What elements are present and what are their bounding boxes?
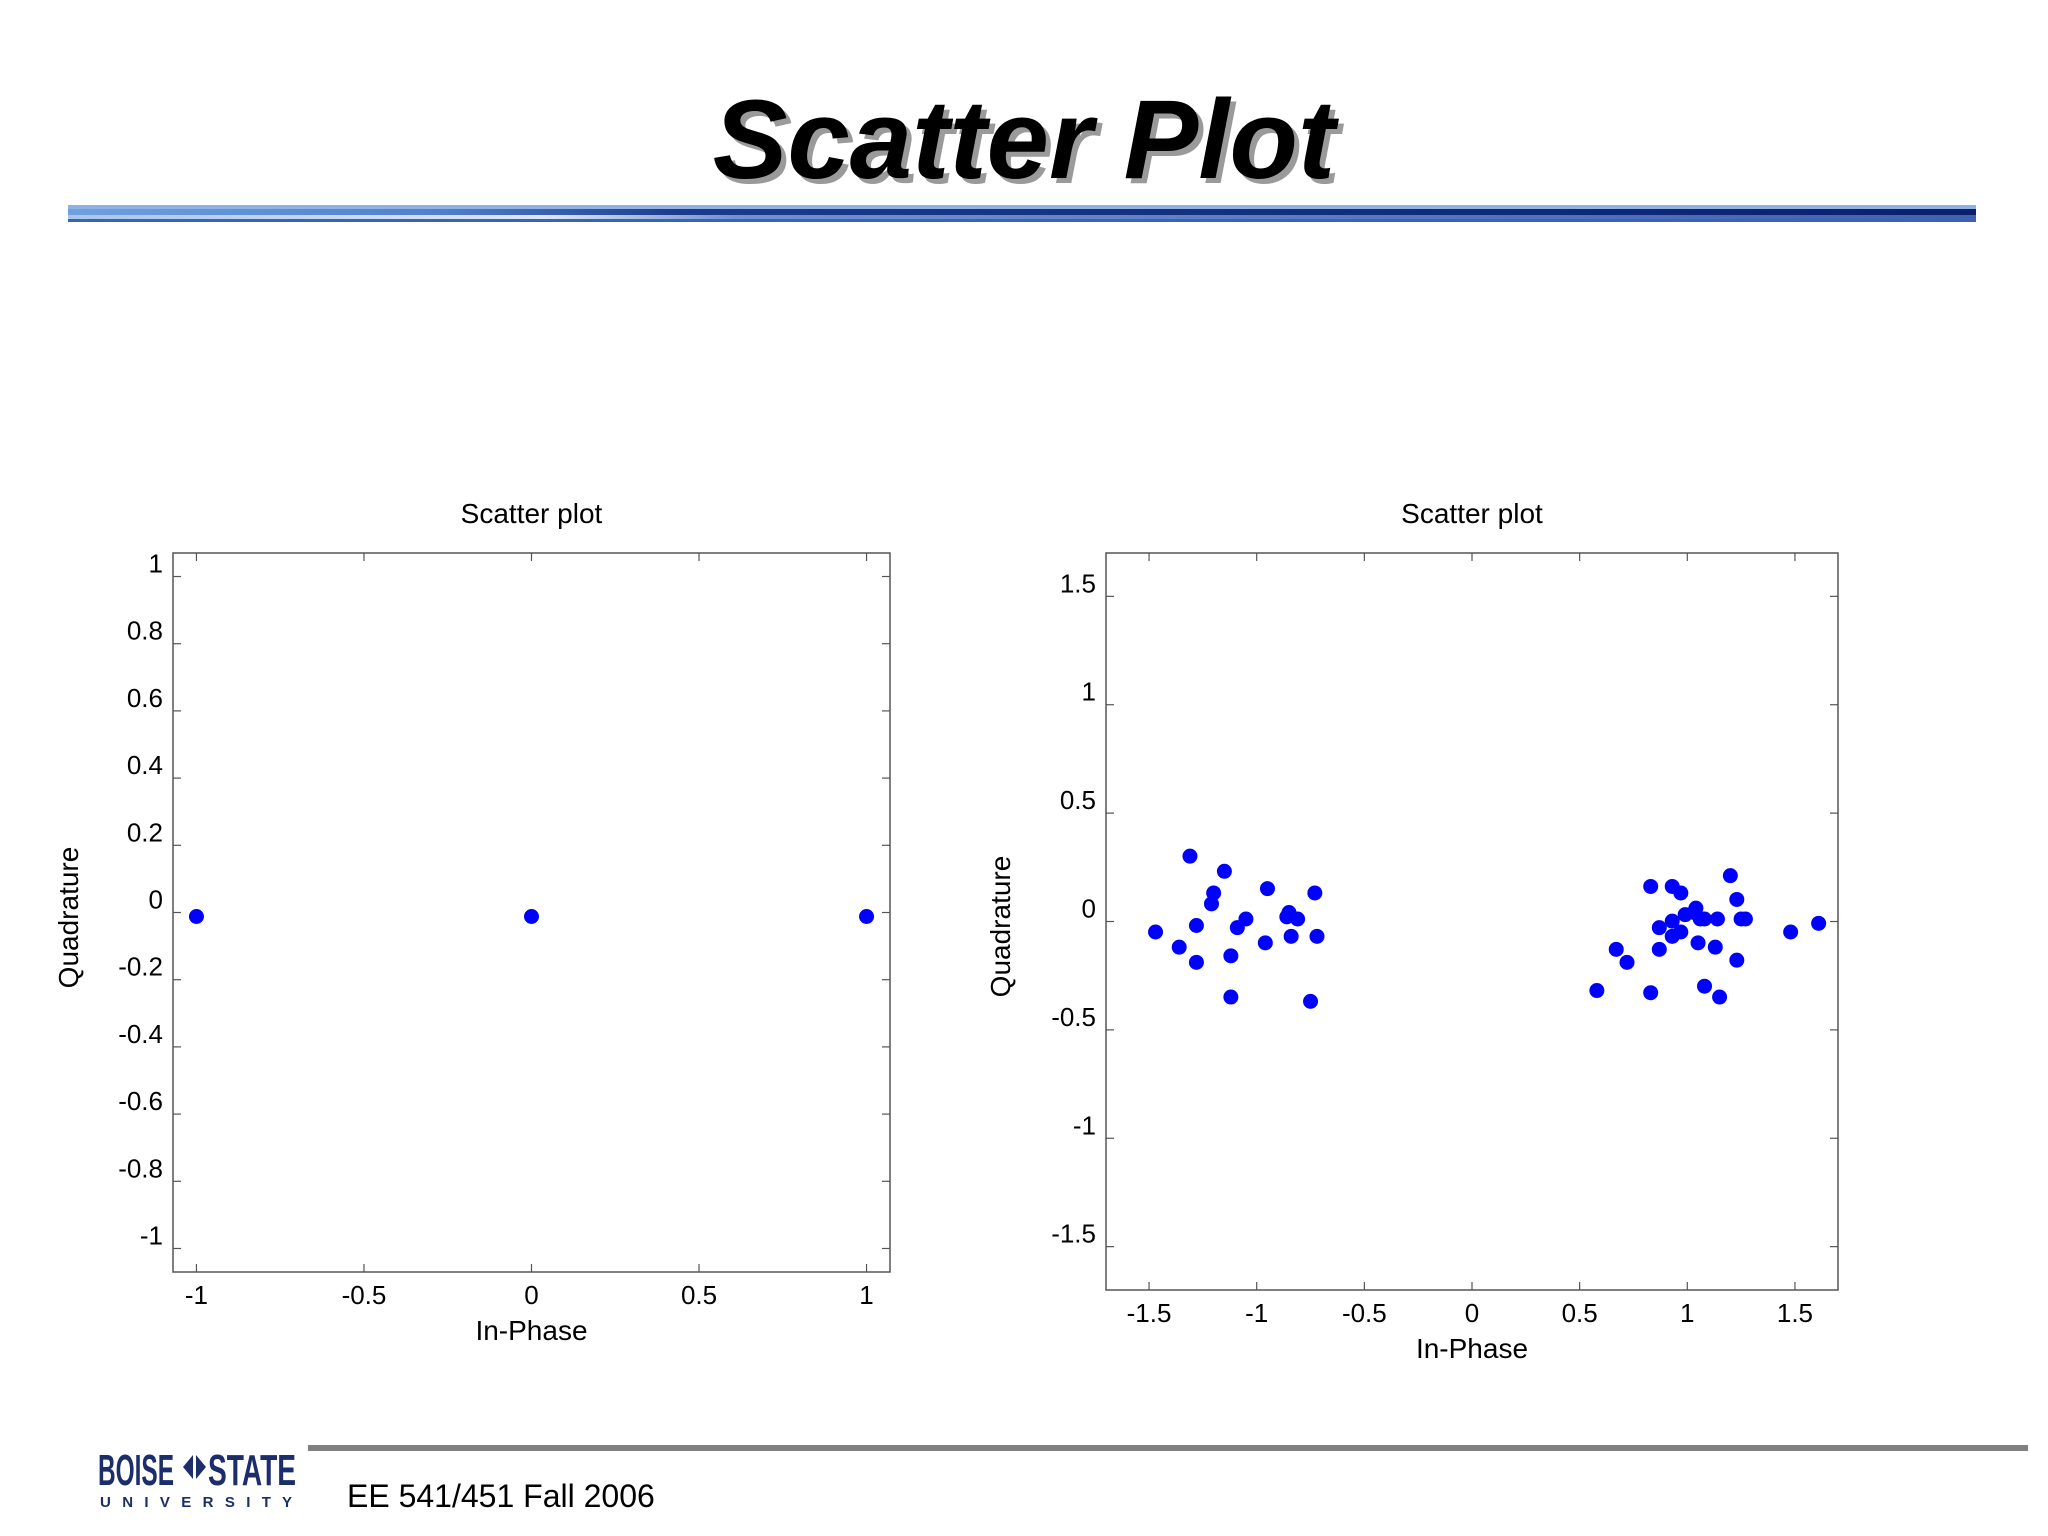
chart2-data-point [1229,920,1245,936]
chart2-data-point [1307,885,1323,901]
chart2-ytick-label: -1 [1073,1110,1096,1140]
chart2-xtick-label: 1.5 [1777,1298,1813,1328]
boise-state-logo: BOISE STATE U N I V E R S I T Y [98,1446,296,1511]
chart2-data-point [1643,985,1659,1001]
chart1-xtick-label: 0 [524,1280,538,1310]
chart2-data-point [1223,989,1239,1005]
chart2-title: Scatter plot [1401,498,1543,529]
chart2-xtick-label: 1 [1680,1298,1694,1328]
chart2-ytick-label: 1 [1082,677,1096,707]
chart1-data-point [524,909,539,924]
chart2-data-point [1673,885,1689,901]
chart2-data-point [1643,878,1659,894]
chart2-data-point [1216,863,1232,879]
chart1-ytick-label: 0.6 [127,683,163,713]
scatter-chart-right: Scatter plot -1.5 -1 -0.5 0 0.5 1 1.5 1.5 1 0.5 0 -0… [985,498,1839,1364]
chart2-data-point [1619,954,1635,970]
chart2-data-point [1690,935,1706,951]
chart1-ytick-label: -0.8 [118,1153,163,1183]
chart1-ytick-label: -0.4 [118,1019,163,1049]
chart2-xlabel: In-Phase [1416,1333,1528,1364]
chart2-data-point [1737,911,1753,927]
chart1-xlabel: In-Phase [475,1315,587,1346]
footer-course-label: EE 541/451 Fall 2006 [347,1478,655,1514]
chart2-data-point [1712,989,1728,1005]
chart2-data-point [1290,911,1306,927]
chart2-data-point [1697,911,1713,927]
chart2-xtick-label: 0 [1465,1298,1479,1328]
chart2-data-point [1309,928,1325,944]
chart2-data-point [1722,868,1738,884]
chart2-ytick-label: -1.5 [1051,1219,1096,1249]
chart1-ytick-label: 0.8 [127,616,163,646]
chart2-ytick-label: -0.5 [1051,1002,1096,1032]
chart2-data-point [1303,993,1319,1009]
chart2-data-point [1259,881,1275,897]
chart2-data-point [1697,978,1713,994]
footer-rule [308,1445,2028,1451]
chart2-data-point [1182,848,1198,864]
chart2-ytick-label: 1.5 [1060,568,1096,598]
chart2-data-point [1651,920,1667,936]
chart1-xtick-label: 1 [859,1280,873,1310]
chart2-data-point [1664,913,1680,929]
chart2-data-point [1148,924,1164,940]
chart2-data-point [1651,941,1667,957]
chart2-ylabel: Quadrature [985,856,1016,998]
chart2-xtick-label: 0.5 [1562,1298,1598,1328]
chart2-data-point [1188,918,1204,933]
chart2-data-point [1811,915,1827,931]
chart1-ytick-label: 0.2 [127,817,163,847]
chart2-data-point [1783,924,1799,940]
chart2-data-point [1188,954,1204,970]
chart2-ytick-label: 0 [1082,894,1096,924]
title-rule [68,205,1976,222]
slide-title: Scatter Plot [712,77,1336,202]
chart2-data-point [1664,928,1680,944]
svg-text:U N I V E R S I T Y: U N I V E R S I T Y [100,1494,292,1511]
chart1-data-point [188,909,204,924]
chart1-ytick-label: -1 [140,1220,163,1250]
svg-text:BOISE: BOISE [98,1446,174,1495]
chart2-data-point [1283,928,1299,944]
svg-text:STATE: STATE [208,1446,296,1495]
chart2-data-point [1589,983,1605,999]
chart2-data-point [1709,911,1725,927]
chart1-ylabel: Quadrature [53,847,84,989]
chart2-xtick-label: -1 [1245,1298,1268,1328]
chart1-ytick-label: 0 [149,885,163,915]
chart2-data-point [1729,891,1745,907]
chart2-ytick-label: 0.5 [1060,785,1096,815]
chart2-data-point [1171,939,1187,955]
chart1-ytick-label: -0.2 [118,952,163,982]
chart1-title: Scatter plot [461,498,603,529]
chart2-data-point [1203,896,1219,912]
chart2-xtick-label: -0.5 [1342,1298,1387,1328]
chart2-plot-frame [1105,552,1839,1291]
scatter-chart-left: Scatter plot -1 -0.5 0 0.5 1 1 0.8 0.6 0.4 0.2 0 -0.… [53,498,891,1346]
chart1-xtick-label: 0.5 [681,1280,717,1310]
chart1-xtick-label: -1 [185,1280,208,1310]
chart2-data-point [1707,939,1723,955]
chart2-data-point [1223,948,1239,964]
chart2-xtick-label: -1.5 [1127,1298,1172,1328]
chart2-data-point [1729,952,1745,968]
chart1-data-point [859,909,875,924]
chart1-ytick-label: 1 [149,549,163,579]
chart1-ytick-label: 0.4 [127,750,163,780]
chart2-data-point [1257,935,1273,951]
chart1-xtick-label: -0.5 [342,1280,387,1310]
chart1-ytick-label: -0.6 [118,1086,163,1116]
chart2-data-point [1608,941,1624,957]
